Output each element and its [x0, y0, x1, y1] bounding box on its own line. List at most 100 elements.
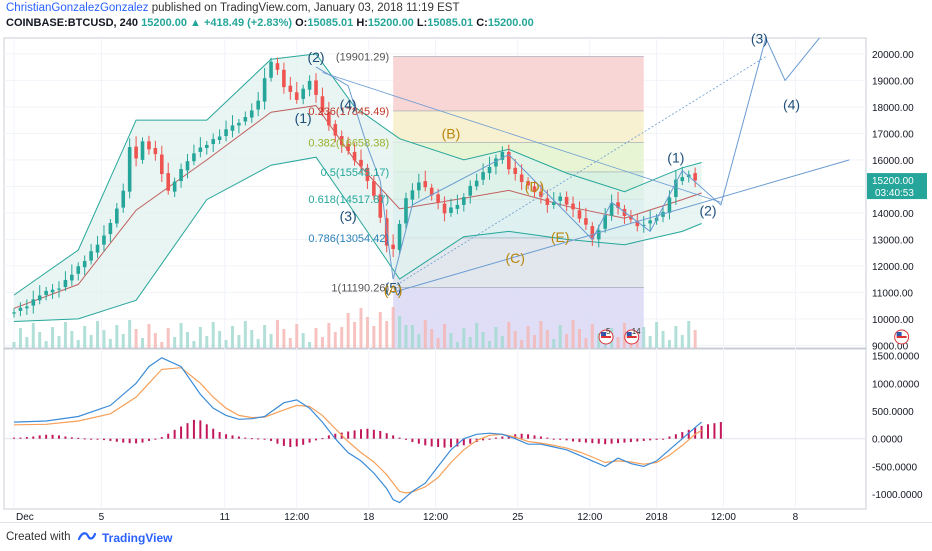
- volume-bar: [128, 320, 132, 348]
- macd-histogram-bar: [456, 438, 459, 447]
- candle-body: [333, 124, 338, 136]
- macd-histogram-bar: [25, 437, 28, 439]
- macd-histogram-bar: [263, 438, 266, 440]
- wave-label: (4): [783, 97, 800, 113]
- volume-bar: [295, 324, 299, 348]
- macd-plot: [4, 357, 866, 504]
- volume-bar: [320, 337, 324, 348]
- candle-body: [609, 203, 614, 216]
- volume-bar: [57, 336, 61, 348]
- candle-body: [179, 169, 183, 182]
- macd-histogram-bar: [404, 438, 407, 440]
- volume-bar: [417, 334, 421, 348]
- candle-body: [288, 85, 293, 92]
- macd-histogram-bar: [257, 438, 260, 440]
- wave-label: (C): [506, 250, 525, 266]
- macd-histogram-bar: [186, 423, 189, 439]
- bollinger-fill: [14, 53, 702, 322]
- candle-body: [635, 220, 640, 227]
- volume-bar: [237, 335, 241, 348]
- price-tick-label: 17000.00: [872, 129, 914, 140]
- candle-body: [365, 167, 370, 182]
- volume-bar: [51, 327, 55, 348]
- candle-body: [25, 306, 29, 309]
- last-price-tag-bg: [867, 173, 927, 200]
- candle-body: [275, 63, 280, 70]
- volume-bar: [121, 334, 125, 348]
- candle-body: [616, 202, 620, 208]
- macd-histogram-bar: [154, 438, 157, 440]
- volume-bar: [12, 342, 16, 348]
- volume-bar: [179, 323, 183, 348]
- macd-histogram-bar: [700, 425, 703, 439]
- volume-bar: [423, 320, 427, 348]
- fib-zone: [393, 56, 644, 111]
- time-tick-label: 2018: [645, 512, 668, 522]
- symbol-label[interactable]: COINBASE:BTCUSD, 240: [6, 17, 139, 29]
- macd-histogram-bar: [649, 438, 652, 441]
- candle-body: [31, 299, 36, 306]
- macd-histogram-bar: [417, 438, 420, 444]
- macd-histogram-bar: [135, 438, 138, 444]
- macd-histogram-bar: [494, 437, 497, 439]
- price-axis[interactable]: 20000.00 19000.00 18000.00 17000.00 16000.00…: [867, 50, 927, 352]
- publication-line: ChristianGonzalezGonzalez published on T…: [6, 2, 459, 14]
- volume-bar: [385, 321, 389, 348]
- macd-histogram-bar: [449, 438, 452, 448]
- macd-histogram-bar: [167, 433, 170, 439]
- volume-bar: [648, 336, 652, 348]
- volume-bar: [603, 342, 607, 348]
- macd-histogram-bar: [662, 438, 665, 440]
- price-tick-label: 11000.00: [872, 288, 913, 299]
- wave-label: (2): [699, 203, 716, 219]
- macd-axis[interactable]: 1500.0000 1000.0000 500.0000 0.0000 -500.000…: [872, 352, 923, 502]
- wave-label: (5): [385, 279, 402, 295]
- volume-bar: [526, 326, 530, 348]
- macd-histogram-bar: [443, 438, 446, 448]
- macd-histogram-bar: [51, 434, 54, 439]
- fib-level-label: 0.786(13054.42): [308, 233, 389, 245]
- candle-body: [346, 143, 350, 151]
- volume-bar: [250, 330, 254, 348]
- volume-bar: [63, 322, 67, 348]
- volume-bar: [308, 342, 312, 348]
- macd-histogram-bar: [681, 432, 684, 439]
- candle-body: [436, 194, 440, 203]
- author-link[interactable]: ChristianGonzalezGonzalez: [6, 2, 149, 14]
- wave-drawings: [315, 38, 850, 293]
- flag-stripe: [626, 336, 637, 338]
- candle-body: [294, 92, 299, 100]
- macd-histogram-bar: [270, 438, 273, 441]
- macd-histogram-bar: [334, 433, 337, 439]
- volume-bar: [430, 329, 434, 348]
- volume-bar: [359, 308, 363, 348]
- candle-body: [121, 190, 126, 208]
- macd-histogram-bar: [604, 438, 607, 445]
- candle-body: [192, 153, 196, 162]
- macd-histogram-bar: [501, 436, 504, 439]
- volume-bar: [667, 340, 671, 348]
- chart-canvas[interactable]: 0.236(17845.49) 0.382(16658.38) 0.5(15545.…: [0, 32, 932, 522]
- volume-bar: [211, 322, 215, 348]
- candle-body: [481, 172, 485, 180]
- volume-bar: [552, 339, 556, 348]
- fib-trend-dashed: [392, 56, 767, 288]
- candle-body: [89, 251, 93, 261]
- candle-body: [70, 274, 74, 281]
- candle-body: [262, 78, 267, 102]
- tradingview-logo-icon[interactable]: [78, 529, 96, 543]
- macd-histogram-bar: [57, 435, 60, 439]
- time-tick-label: 12:00: [577, 512, 602, 522]
- time-axis[interactable]: Dec 5 11 12:00 18 12:00 25 12:00 2018 12:00 8: [16, 512, 799, 522]
- volume-bar: [18, 328, 22, 348]
- candle-body: [423, 181, 428, 188]
- price-tick-label: 10000.00: [872, 315, 914, 326]
- wave-label: (3): [751, 32, 768, 46]
- currency-markers: 5 14: [598, 327, 910, 345]
- macd-histogram-bar: [250, 438, 253, 440]
- macd-histogram-bar: [160, 437, 163, 439]
- fibonacci-labels: 0.236(17845.49) 0.382(16658.38) 0.5(15545.…: [308, 52, 389, 295]
- candle-body: [147, 141, 151, 150]
- volume-bar: [76, 340, 80, 348]
- tradingview-brand[interactable]: TradingView: [102, 531, 173, 545]
